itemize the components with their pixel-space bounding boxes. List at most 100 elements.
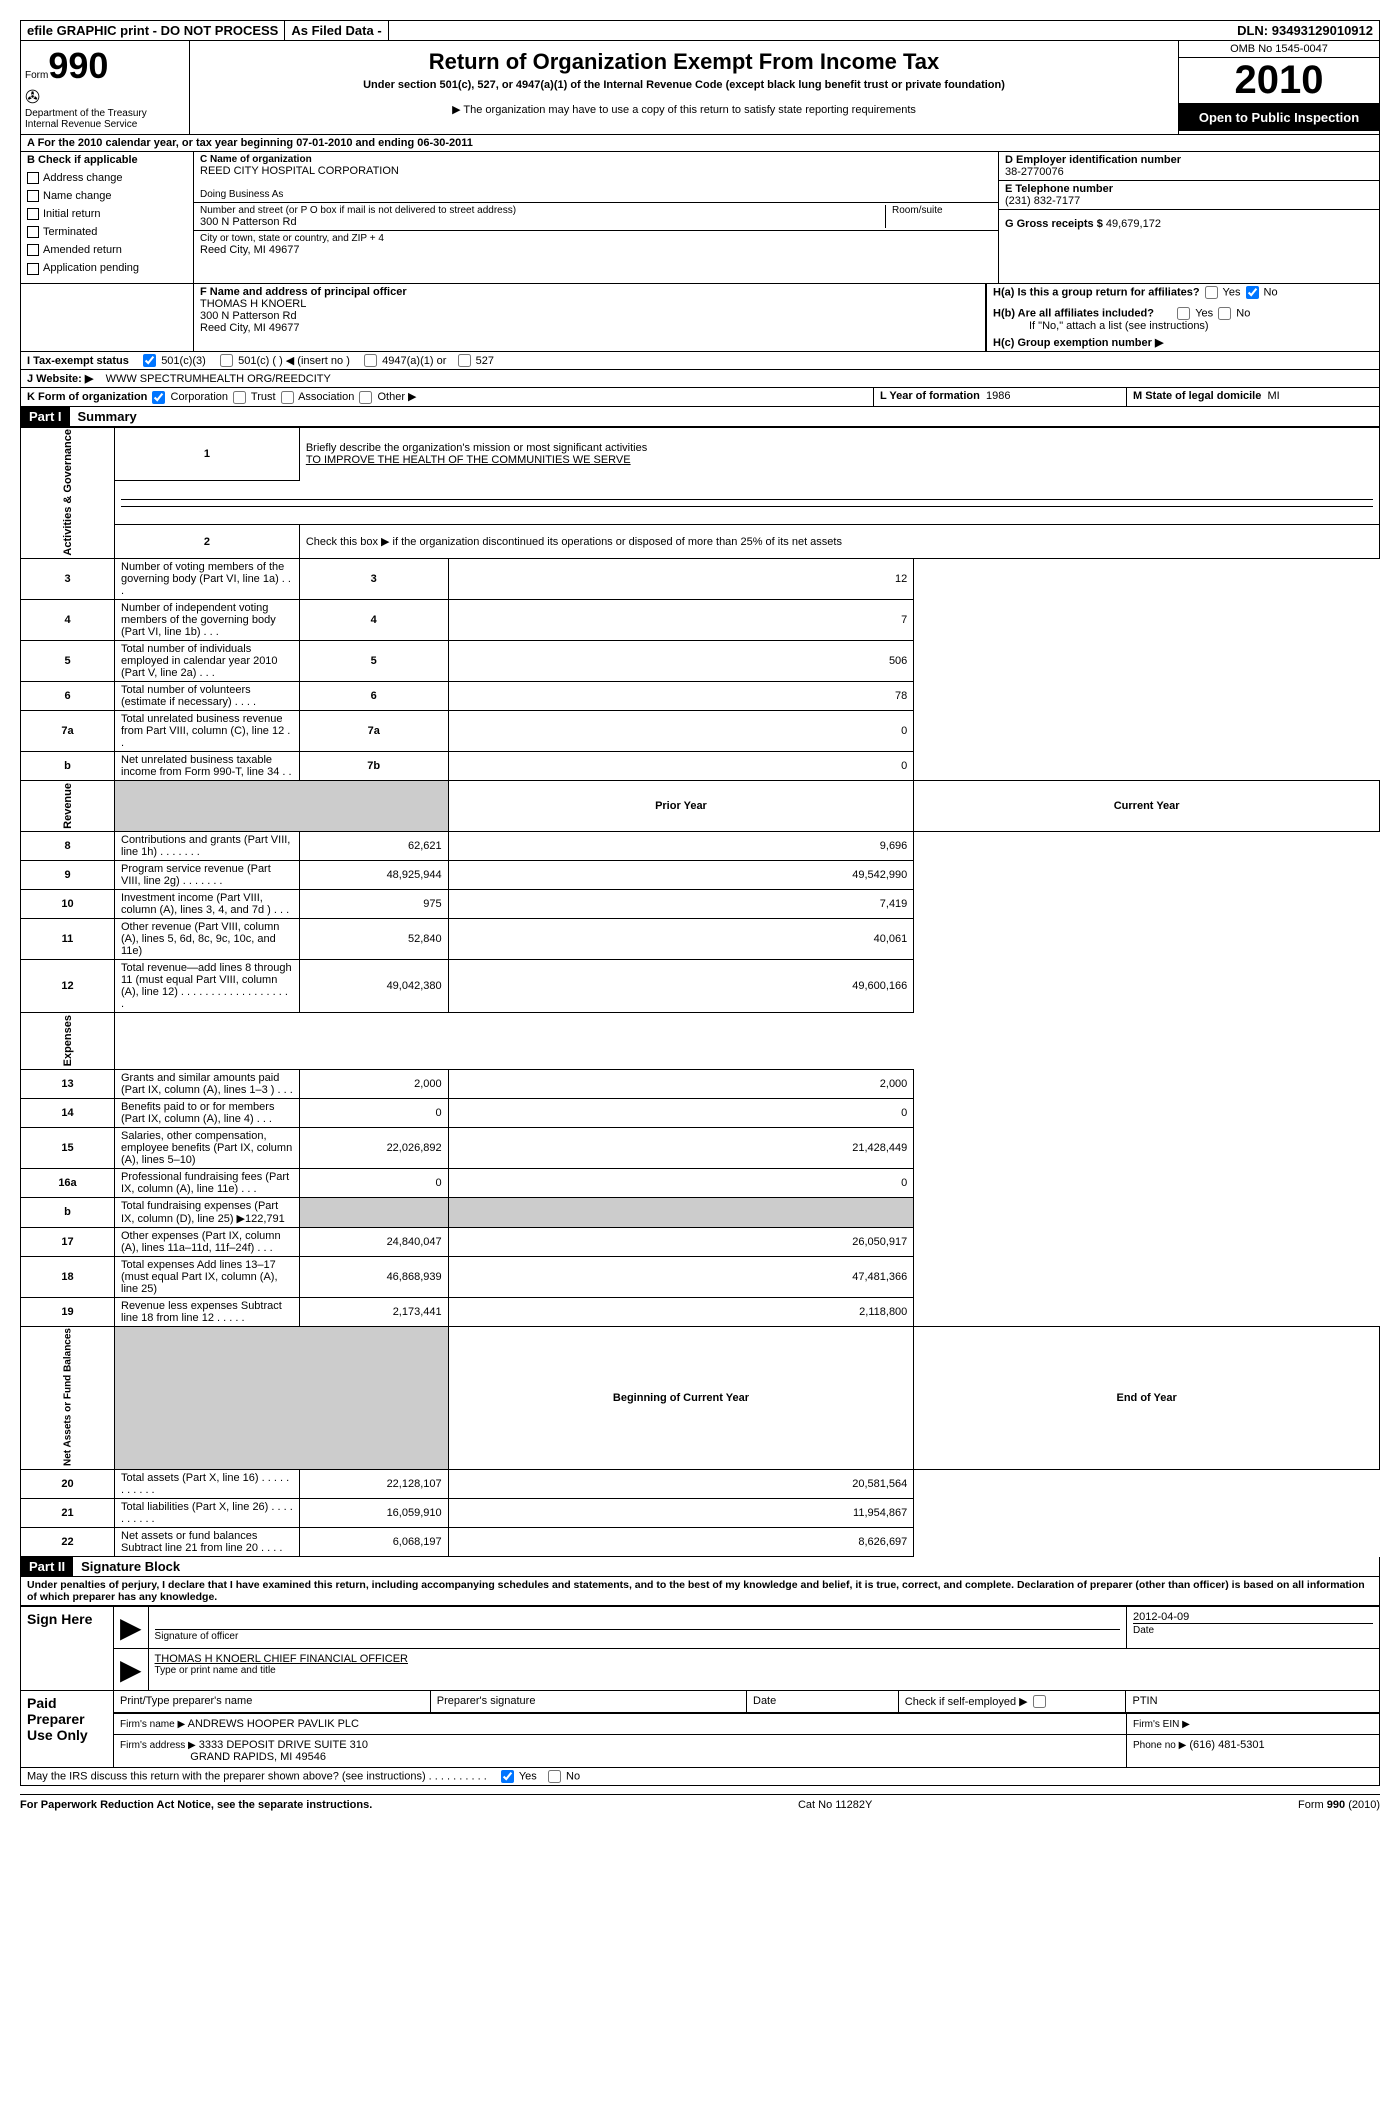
cb-501c3[interactable] (143, 354, 156, 367)
exp-row: 16aProfessional fundraising fees (Part I… (21, 1168, 1380, 1197)
vert-ag: Activities & Governance (21, 427, 115, 559)
cb-4947a1[interactable] (364, 354, 377, 367)
efile-notice: efile GRAPHIC print - DO NOT PROCESS (21, 21, 285, 40)
top-bar: efile GRAPHIC print - DO NOT PROCESS As … (20, 20, 1380, 41)
bal-row: 21Total liabilities (Part X, line 26) . … (21, 1498, 1380, 1527)
open-to-public: Open to Public Inspection (1179, 104, 1379, 131)
firm-name: ANDREWS HOOPER PAVLIK PLC (188, 1718, 359, 1730)
cb-501c[interactable] (220, 354, 233, 367)
ha-line: H(a) Is this a group return for affiliat… (993, 286, 1373, 299)
rev-row: 9Program service revenue (Part VIII, lin… (21, 861, 1380, 890)
perjury-statement: Under penalties of perjury, I declare th… (20, 1577, 1380, 1606)
cb-name-change[interactable]: Name change (27, 190, 187, 202)
part1-title: Part I Summary (20, 407, 1380, 427)
form-subtitle: Under section 501(c), 527, or 4947(a)(1)… (194, 79, 1174, 91)
form-label: Form (25, 70, 48, 81)
firm-addr2: GRAND RAPIDS, MI 49546 (190, 1751, 326, 1763)
vert-nab: Net Assets or Fund Balances (21, 1326, 115, 1469)
ein: 38-2770076 (1005, 166, 1373, 178)
cb-app-pending[interactable]: Application pending (27, 262, 187, 274)
form-number: 990 (48, 45, 108, 86)
signature-table: Sign Here ▶ Signature of officer 2012-04… (20, 1606, 1380, 1769)
bal-row: 20Total assets (Part X, line 16) . . . .… (21, 1469, 1380, 1498)
cb-assoc[interactable] (281, 391, 294, 404)
cb-trust[interactable] (233, 391, 246, 404)
exp-row: 19Revenue less expenses Subtract line 18… (21, 1297, 1380, 1326)
firm-addr1: 3333 DEPOSIT DRIVE SUITE 310 (199, 1739, 368, 1751)
hb-note: If "No," attach a list (see instructions… (993, 320, 1373, 332)
cb-other[interactable] (359, 391, 372, 404)
exp-row: 15Salaries, other compensation, employee… (21, 1127, 1380, 1168)
cb-self-employed[interactable] (1033, 1695, 1046, 1708)
dept-treasury: Department of the Treasury (25, 108, 185, 119)
hb-line: H(b) Are all affiliates included? Yes No (993, 307, 1373, 320)
gov-row: 7aTotal unrelated business revenue from … (21, 711, 1380, 752)
ein-label: D Employer identification number (1005, 154, 1373, 166)
discuss-row: May the IRS discuss this return with the… (20, 1768, 1380, 1786)
part2-title: Part II Signature Block (20, 1557, 1380, 1577)
cb-initial-return[interactable]: Initial return (27, 208, 187, 220)
vert-exp: Expenses (21, 1013, 115, 1069)
cb-corp[interactable] (152, 391, 165, 404)
prep-phone: (616) 481-5301 (1189, 1739, 1264, 1751)
room-label: Room/suite (892, 205, 992, 216)
rev-row: 11Other revenue (Part VIII, column (A), … (21, 919, 1380, 960)
org-name: REED CITY HOSPITAL CORPORATION (200, 165, 992, 177)
org-info-block: B Check if applicable Address change Nam… (20, 152, 1380, 284)
form-title: Return of Organization Exempt From Incom… (194, 49, 1174, 75)
discuss-yes[interactable] (501, 1770, 514, 1783)
hc-line: H(c) Group exemption number ▶ (993, 336, 1373, 349)
section-b-header: B Check if applicable (27, 154, 187, 166)
rev-row: 10Investment income (Part VIII, column (… (21, 890, 1380, 919)
officer-name: THOMAS H KNOERL (200, 298, 979, 310)
tax-year: 2010 (1179, 58, 1379, 104)
street-label: Number and street (or P O box if mail is… (200, 205, 885, 216)
dba-label: Doing Business As (200, 189, 992, 200)
bal-row: 22Net assets or fund balances Subtract l… (21, 1527, 1380, 1556)
exp-row: 17Other expenses (Part IX, column (A), l… (21, 1227, 1380, 1256)
gov-row: 5Total number of individuals employed in… (21, 641, 1380, 682)
rev-row: 8Contributions and grants (Part VIII, li… (21, 832, 1380, 861)
irs: Internal Revenue Service (25, 119, 185, 130)
dln: DLN: 93493129010912 (1231, 21, 1379, 40)
org-name-label: C Name of organization (200, 154, 992, 165)
exp-row: bTotal fundraising expenses (Part IX, co… (21, 1197, 1380, 1227)
phone: (231) 832-7177 (1005, 195, 1373, 207)
as-filed: As Filed Data - (285, 21, 388, 40)
cb-terminated[interactable]: Terminated (27, 226, 187, 238)
gov-row: 3Number of voting members of the governi… (21, 559, 1380, 600)
gov-row: bNet unrelated business taxable income f… (21, 752, 1380, 781)
ha-yes[interactable] (1205, 286, 1218, 299)
officer-street: 300 N Patterson Rd (200, 310, 979, 322)
gov-row: 4Number of independent voting members of… (21, 600, 1380, 641)
hb-yes[interactable] (1177, 307, 1190, 320)
form-org-row: K Form of organization Corporation Trust… (20, 388, 1380, 407)
exp-row: 13Grants and similar amounts paid (Part … (21, 1069, 1380, 1098)
gross-label: G Gross receipts $ (1005, 218, 1103, 230)
street: 300 N Patterson Rd (200, 216, 885, 228)
vert-rev: Revenue (21, 781, 115, 832)
discuss-no[interactable] (548, 1770, 561, 1783)
cb-address-change[interactable]: Address change (27, 172, 187, 184)
tax-year-line: A For the 2010 calendar year, or tax yea… (20, 135, 1380, 152)
form-note: ▶ The organization may have to use a cop… (194, 103, 1174, 116)
exp-row: 18Total expenses Add lines 13–17 (must e… (21, 1256, 1380, 1297)
cb-amended[interactable]: Amended return (27, 244, 187, 256)
hb-no[interactable] (1218, 307, 1231, 320)
summary-table: Activities & Governance 1 Briefly descri… (20, 427, 1380, 1557)
mission: TO IMPROVE THE HEALTH OF THE COMMUNITIES… (306, 454, 631, 466)
rev-row: 12Total revenue—add lines 8 through 11 (… (21, 960, 1380, 1013)
city-label: City or town, state or country, and ZIP … (200, 233, 992, 244)
paid-preparer: Paid Preparer Use Only (21, 1690, 114, 1768)
officer-city: Reed City, MI 49677 (200, 322, 979, 334)
officer-block: F Name and address of principal officer … (20, 284, 1380, 352)
cb-527[interactable] (458, 354, 471, 367)
sig-date: 2012-04-09 (1133, 1611, 1373, 1623)
ha-no[interactable] (1246, 286, 1259, 299)
exp-row: 14Benefits paid to or for members (Part … (21, 1098, 1380, 1127)
officer-type-name: THOMAS H KNOERL CHIEF FINANCIAL OFFICER (155, 1653, 1373, 1665)
year-formation: 1986 (986, 390, 1010, 402)
phone-label: E Telephone number (1005, 183, 1373, 195)
footer-right: Form 990 (2010) (1298, 1799, 1380, 1811)
omb-number: OMB No 1545-0047 (1179, 41, 1379, 58)
